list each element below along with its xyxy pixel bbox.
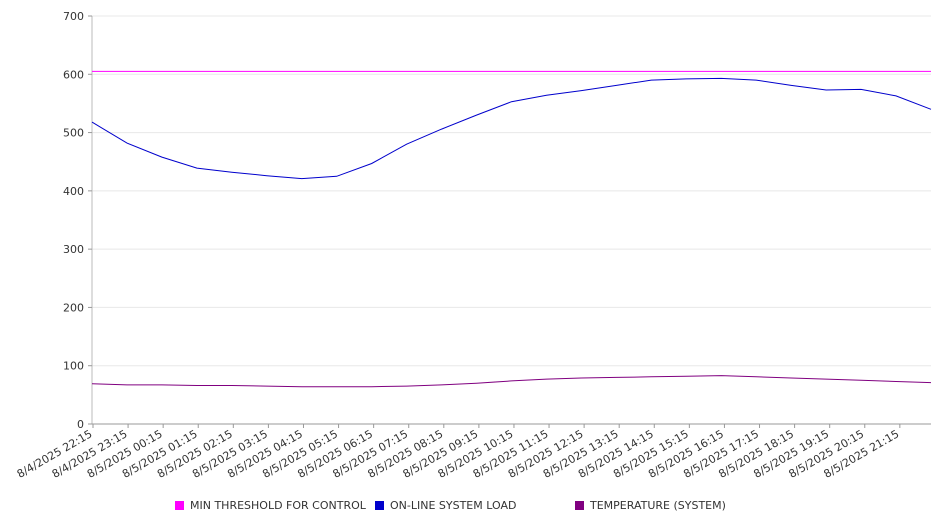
series-line-1 [91,77,932,180]
gridlines [92,15,931,367]
y-tick-label-700: 700 [63,10,84,23]
y-tick-label-0: 0 [77,418,84,431]
y-axis-ticks: 0 100 200 300 400 500 600 700 [63,10,92,431]
y-tick-label-300: 300 [63,243,84,256]
legend-label-min-threshold: MIN THRESHOLD FOR CONTROL [190,499,366,512]
legend-label-temperature: TEMPERATURE (SYSTEM) [590,499,726,512]
legend-label-system-load: ON-LINE SYSTEM LOAD [390,499,517,512]
x-axis-ticks: 8/4/2025 22:158/4/2025 23:158/5/2025 00:… [15,424,901,481]
legend-swatch-system-load [375,501,384,510]
legend-item-system-load[interactable]: ON-LINE SYSTEM LOAD [375,499,516,512]
legend-swatch-min-threshold [175,501,184,510]
legend-swatch-temperature [575,501,584,510]
y-tick-label-100: 100 [63,360,84,373]
y-tick-label-400: 400 [63,185,84,198]
series-line-2 [91,375,932,388]
legend-item-min-threshold[interactable]: MIN THRESHOLD FOR CONTROL [175,499,366,512]
legend: MIN THRESHOLD FOR CONTROL ON-LINE SYSTEM… [0,499,946,513]
y-tick-label-600: 600 [63,68,84,81]
axes [91,16,931,425]
y-tick-label-500: 500 [63,127,84,140]
series-lines [91,70,932,388]
y-tick-label-200: 200 [63,301,84,314]
legend-item-temperature[interactable]: TEMPERATURE (SYSTEM) [575,499,726,512]
